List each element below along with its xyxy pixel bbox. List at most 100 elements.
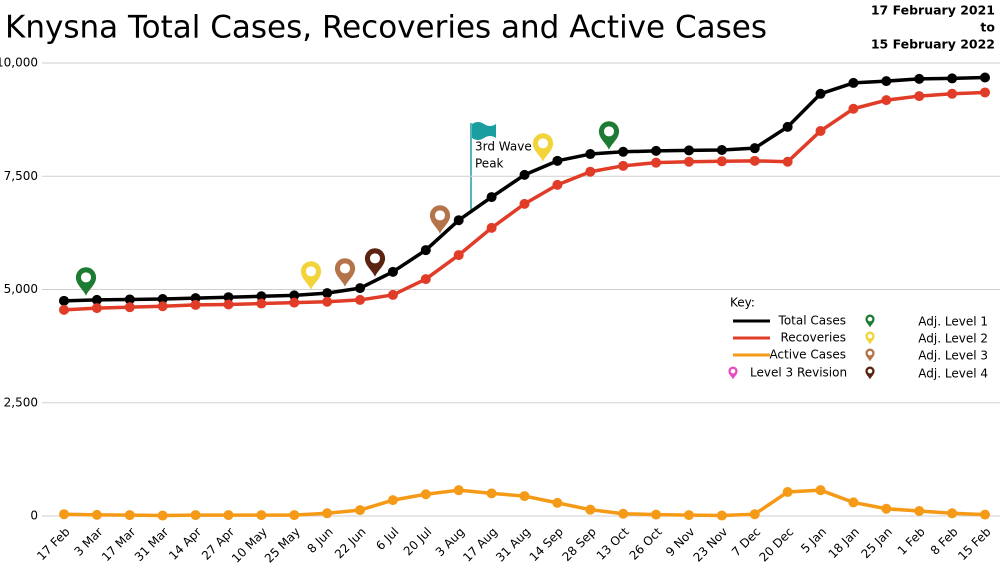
point	[91, 303, 102, 314]
point	[683, 510, 694, 521]
x-tick-label: 23 Nov	[690, 525, 730, 565]
x-tick-label: 25 Jan	[858, 525, 894, 561]
series-line	[63, 75, 986, 303]
point	[223, 299, 234, 310]
x-tick-label: 18 Jan	[826, 525, 862, 561]
point	[91, 294, 102, 305]
legend-label: Level 3 Revision	[750, 366, 847, 380]
point	[782, 156, 793, 167]
legend-label: Recoveries	[780, 331, 846, 345]
point	[256, 291, 267, 302]
x-tick-label: 14 Apr	[166, 525, 204, 563]
point	[486, 222, 497, 233]
point	[914, 506, 925, 517]
chart-title: Knysna Total Cases, Recoveries and Activ…	[5, 10, 767, 46]
point	[815, 125, 826, 136]
legend-label: Adj. Level 1	[918, 315, 988, 329]
point	[519, 491, 530, 502]
point	[881, 76, 892, 87]
point	[848, 77, 859, 88]
point	[618, 146, 629, 157]
point	[157, 294, 168, 305]
x-tick-label: 31 Mar	[132, 525, 171, 564]
point	[59, 295, 69, 306]
point	[552, 179, 563, 190]
pin	[75, 267, 97, 296]
point	[552, 155, 563, 166]
pins	[75, 121, 620, 296]
point	[420, 245, 431, 256]
point	[914, 73, 925, 84]
point	[355, 294, 366, 305]
point	[848, 497, 859, 508]
point	[453, 250, 464, 261]
point	[486, 192, 497, 203]
point	[947, 73, 958, 84]
point	[387, 289, 398, 300]
point	[881, 95, 892, 106]
y-tick-label: 10,000	[0, 56, 38, 70]
point	[519, 169, 530, 180]
annotation: 3rd Wave	[475, 140, 532, 154]
point	[256, 510, 267, 521]
point	[322, 288, 333, 299]
point	[453, 215, 464, 226]
point	[355, 505, 366, 516]
point	[881, 503, 892, 514]
x-tick-label: 14 Sep	[527, 525, 566, 564]
legend: Total Cases Recoveries Active Cases	[733, 314, 846, 362]
pin	[598, 121, 620, 150]
point	[683, 156, 694, 167]
x-tick-label: 17 Aug	[460, 525, 500, 565]
point	[651, 145, 662, 156]
pin	[364, 248, 386, 277]
point	[124, 294, 135, 305]
point	[848, 103, 859, 114]
point	[782, 121, 793, 132]
point	[124, 302, 135, 313]
point	[453, 485, 464, 496]
legend-label: Adj. Level 3	[918, 349, 988, 363]
legend-pin	[865, 366, 875, 380]
date-to-word: to	[980, 20, 995, 35]
point	[815, 88, 826, 99]
date-from: 17 February 2021	[871, 3, 995, 18]
point	[585, 149, 596, 160]
point	[59, 304, 69, 315]
point	[157, 510, 168, 521]
point	[420, 274, 431, 285]
point	[585, 166, 596, 177]
x-tick-label: 25 May	[262, 525, 303, 565]
point	[420, 489, 431, 500]
flag	[472, 122, 496, 140]
x-tick-label: 20 Jul	[401, 525, 435, 559]
x-tick-label: 20 Dec	[756, 525, 796, 565]
point	[190, 299, 201, 310]
point	[980, 72, 990, 83]
x-tick-label: 17 Mar	[99, 525, 138, 564]
point	[91, 509, 102, 520]
point	[256, 298, 267, 309]
x-tick-label: 22 Jun	[332, 525, 369, 562]
legend-label: Active Cases	[769, 348, 846, 362]
point	[947, 508, 958, 519]
pin	[532, 133, 554, 162]
x-tick-label: 15 Feb	[955, 525, 993, 563]
point	[387, 495, 398, 506]
point	[486, 488, 497, 499]
point	[716, 510, 727, 521]
point	[519, 198, 530, 209]
point	[585, 504, 596, 515]
point	[716, 144, 727, 155]
point	[749, 509, 760, 520]
point	[749, 143, 760, 154]
legend-label: Adj. Level 2	[918, 332, 988, 346]
x-tick-label: 17 Feb	[34, 525, 72, 563]
point	[618, 160, 629, 171]
x-tick-label: 13 Oct	[594, 524, 632, 562]
point	[552, 497, 563, 508]
point	[782, 486, 793, 497]
point	[59, 509, 69, 520]
